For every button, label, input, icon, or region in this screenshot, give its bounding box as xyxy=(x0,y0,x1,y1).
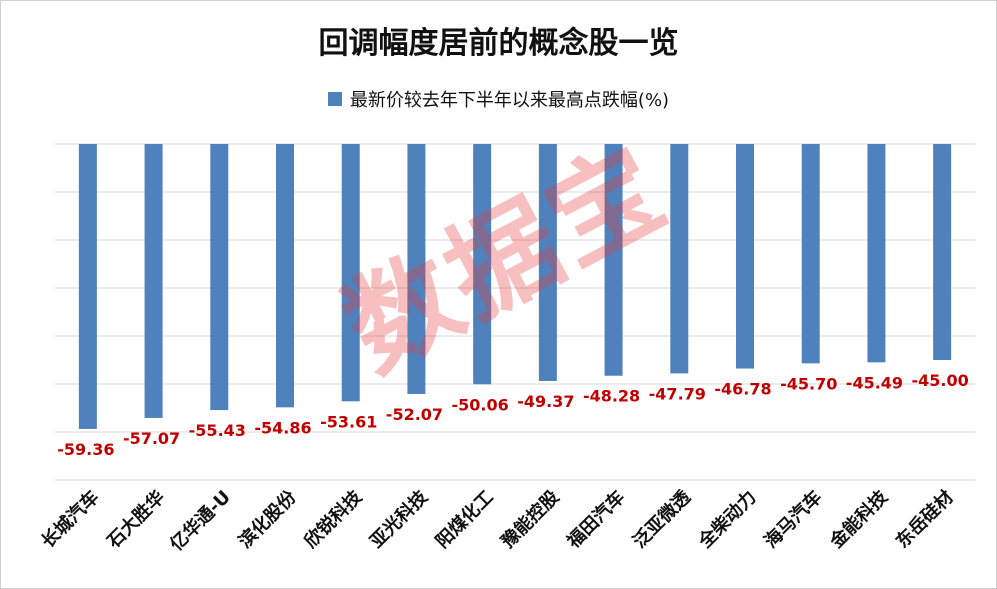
bar xyxy=(670,144,689,374)
bar xyxy=(538,144,557,381)
data-label: -52.07 xyxy=(386,405,443,424)
category-label: 东岳硅材 xyxy=(891,486,957,552)
data-label: -49.37 xyxy=(517,392,574,411)
bar xyxy=(801,144,820,364)
category-label: 海马汽车 xyxy=(760,486,826,552)
data-label: -45.49 xyxy=(846,373,903,392)
data-label: -50.06 xyxy=(452,395,509,414)
bar xyxy=(276,144,294,408)
category-label: 欣锐科技 xyxy=(300,485,367,552)
data-label: -57.07 xyxy=(123,429,180,448)
legend: 最新价较去年下半年以来最高点跌幅(%) xyxy=(0,86,997,112)
bar xyxy=(736,144,754,369)
category-label: 泛亚微透 xyxy=(628,485,695,552)
category-label: 长城汽车 xyxy=(37,486,103,552)
bar xyxy=(867,144,886,363)
data-label: -48.28 xyxy=(583,387,640,406)
data-label: -59.36 xyxy=(57,440,114,459)
bar xyxy=(933,144,952,360)
chart-title: 回调幅度居前的概念股一览 xyxy=(318,26,679,61)
category-label: 亿华通-U xyxy=(165,486,234,555)
category-label: 全柴动力 xyxy=(693,486,760,553)
data-label: -47.79 xyxy=(649,384,706,403)
data-label: -55.43 xyxy=(189,421,246,440)
bar xyxy=(604,144,623,376)
category-label: 亚光科技 xyxy=(365,485,432,552)
bar xyxy=(210,144,229,411)
category-label: 福田汽车 xyxy=(562,486,629,553)
data-label: -54.86 xyxy=(254,418,311,437)
category-label: 石大胜华 xyxy=(102,486,169,553)
bar xyxy=(78,144,97,429)
category-label: 滨化股份 xyxy=(234,485,301,552)
category-label: 金能科技 xyxy=(825,485,893,553)
bar xyxy=(473,144,492,385)
data-label: -45.70 xyxy=(780,374,837,393)
bar xyxy=(407,144,426,394)
legend-swatch xyxy=(327,92,342,106)
category-label: 豫能控股 xyxy=(497,485,564,552)
legend-label: 最新价较去年下半年以来最高点跌幅(%) xyxy=(349,90,670,111)
category-label: 阳煤化工 xyxy=(431,486,497,552)
data-label: -53.61 xyxy=(320,412,377,431)
data-label: -46.78 xyxy=(714,380,771,399)
bar xyxy=(341,144,360,402)
bar xyxy=(144,144,163,418)
data-label: -45.00 xyxy=(912,371,969,390)
